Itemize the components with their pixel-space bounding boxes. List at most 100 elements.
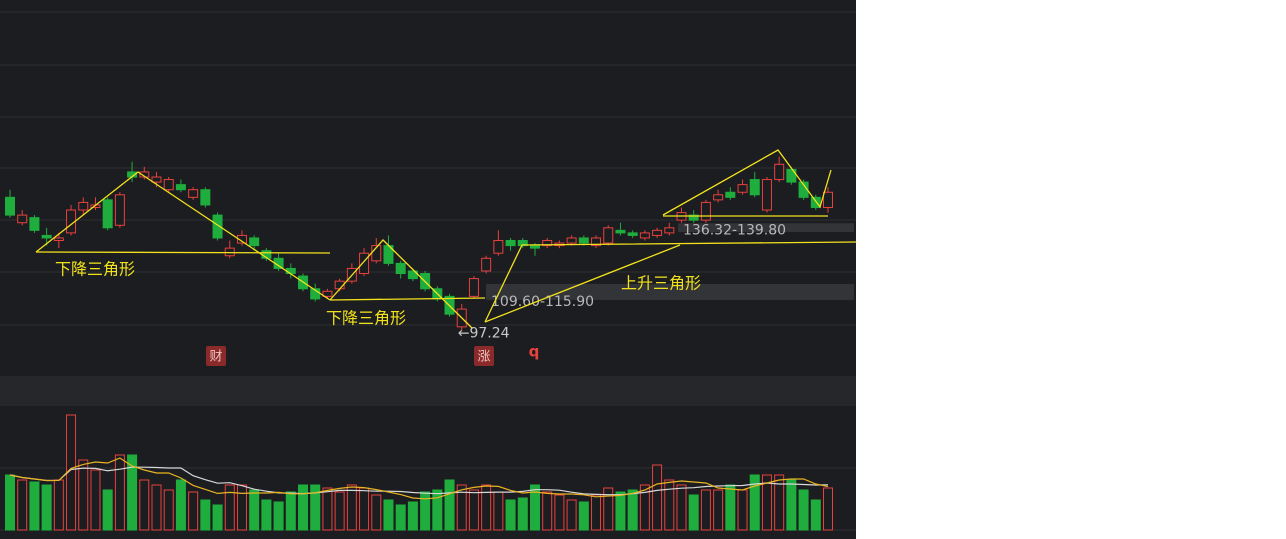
candle-body <box>591 237 602 247</box>
candle-body <box>78 201 89 211</box>
candle-body <box>737 184 748 193</box>
volume-bar <box>261 499 272 531</box>
volume-bar <box>554 494 565 531</box>
candle-body <box>151 176 162 183</box>
volume-bar <box>823 487 833 531</box>
volume-bar <box>603 487 614 531</box>
candle-body <box>163 179 174 191</box>
volume-bar <box>371 494 382 531</box>
marker[interactable]: 涨 <box>477 350 490 365</box>
candle-body <box>29 217 40 231</box>
candle-body <box>53 237 64 242</box>
candle-body <box>578 237 589 244</box>
candle-body <box>249 237 260 247</box>
volume-bar <box>456 484 467 531</box>
candle-body <box>212 214 223 239</box>
volume-bar <box>761 474 772 531</box>
annotation: 下降三角形 <box>326 309 406 328</box>
volume-bar <box>676 484 687 531</box>
volume-bar <box>700 489 711 531</box>
candle-body <box>395 262 406 275</box>
volume-ma <box>9 466 829 496</box>
volume-bar <box>432 489 443 531</box>
volume-bar <box>688 494 699 531</box>
volume-bar <box>41 484 52 531</box>
candle-body <box>139 171 150 178</box>
volume-ma <box>9 457 829 500</box>
zone-band <box>486 283 854 300</box>
volume-bar <box>493 491 504 531</box>
volume-bar <box>529 484 540 531</box>
candle-body <box>175 184 186 191</box>
volume-bar <box>737 489 748 531</box>
candle-body <box>114 194 125 226</box>
candle-body <box>41 234 52 239</box>
volume-bar <box>188 491 199 531</box>
low-label: ←97.24 <box>458 325 510 341</box>
volume-bar <box>102 489 113 531</box>
zone-band <box>678 223 854 233</box>
candle-body <box>529 245 540 249</box>
volume-bar <box>139 479 150 531</box>
zone-label: 136.32-139.80 <box>683 223 786 239</box>
volume-bar <box>383 499 394 531</box>
candle-body <box>798 181 809 198</box>
volume-bar <box>334 491 345 531</box>
volume-bar <box>652 464 663 531</box>
candle-body <box>761 179 772 211</box>
annotation: 上升三角形 <box>621 274 701 293</box>
volume-bar <box>322 487 333 531</box>
volume-bar <box>151 484 162 531</box>
volume-bar <box>127 454 138 531</box>
volume-bar <box>578 501 589 531</box>
candle-body <box>664 227 675 234</box>
volume-bar <box>591 494 602 531</box>
volume-bar <box>298 484 309 531</box>
volume-bar <box>627 489 638 531</box>
marker[interactable]: q <box>529 343 540 361</box>
volume-bar <box>395 504 406 531</box>
volume-bar <box>639 484 650 531</box>
candle-body <box>713 194 724 201</box>
candle-body <box>688 214 699 221</box>
candle-body <box>786 168 797 183</box>
volume-bar <box>505 499 516 531</box>
volume-bar <box>236 484 247 531</box>
candle-body <box>725 191 736 198</box>
volume-bar <box>407 501 418 531</box>
volume-bar <box>175 479 186 531</box>
candle-body <box>639 232 650 239</box>
candle-body <box>493 240 504 254</box>
volume-bar <box>615 491 626 531</box>
candle-body <box>603 227 614 244</box>
volume-bar <box>481 484 492 531</box>
volume-bar <box>517 497 528 531</box>
candle-body <box>627 232 638 236</box>
volume-bar <box>346 484 357 531</box>
volume-bar <box>249 489 260 531</box>
candle-body <box>236 234 247 244</box>
candle-body <box>5 196 15 216</box>
volume-bar <box>5 474 15 531</box>
volume-bar <box>810 499 821 531</box>
panel <box>0 0 856 539</box>
volume-bar <box>212 504 223 531</box>
candle-body <box>700 201 711 221</box>
candle-body <box>823 191 833 208</box>
volume-bar <box>420 491 431 531</box>
volume-bar <box>798 489 809 531</box>
volume-bar <box>542 491 553 531</box>
marker-box <box>206 346 226 366</box>
candle-body <box>188 189 199 198</box>
volume-bar <box>163 489 174 531</box>
zone-label: 109.60-115.90 <box>491 294 594 310</box>
marker[interactable]: 财 <box>209 350 222 365</box>
volume-bar <box>725 484 736 531</box>
candle-body <box>285 267 296 275</box>
volume-bar <box>53 479 64 531</box>
separator <box>0 376 856 406</box>
candle-body <box>322 290 333 297</box>
volume-bar <box>566 499 577 531</box>
candle-body <box>615 229 626 234</box>
